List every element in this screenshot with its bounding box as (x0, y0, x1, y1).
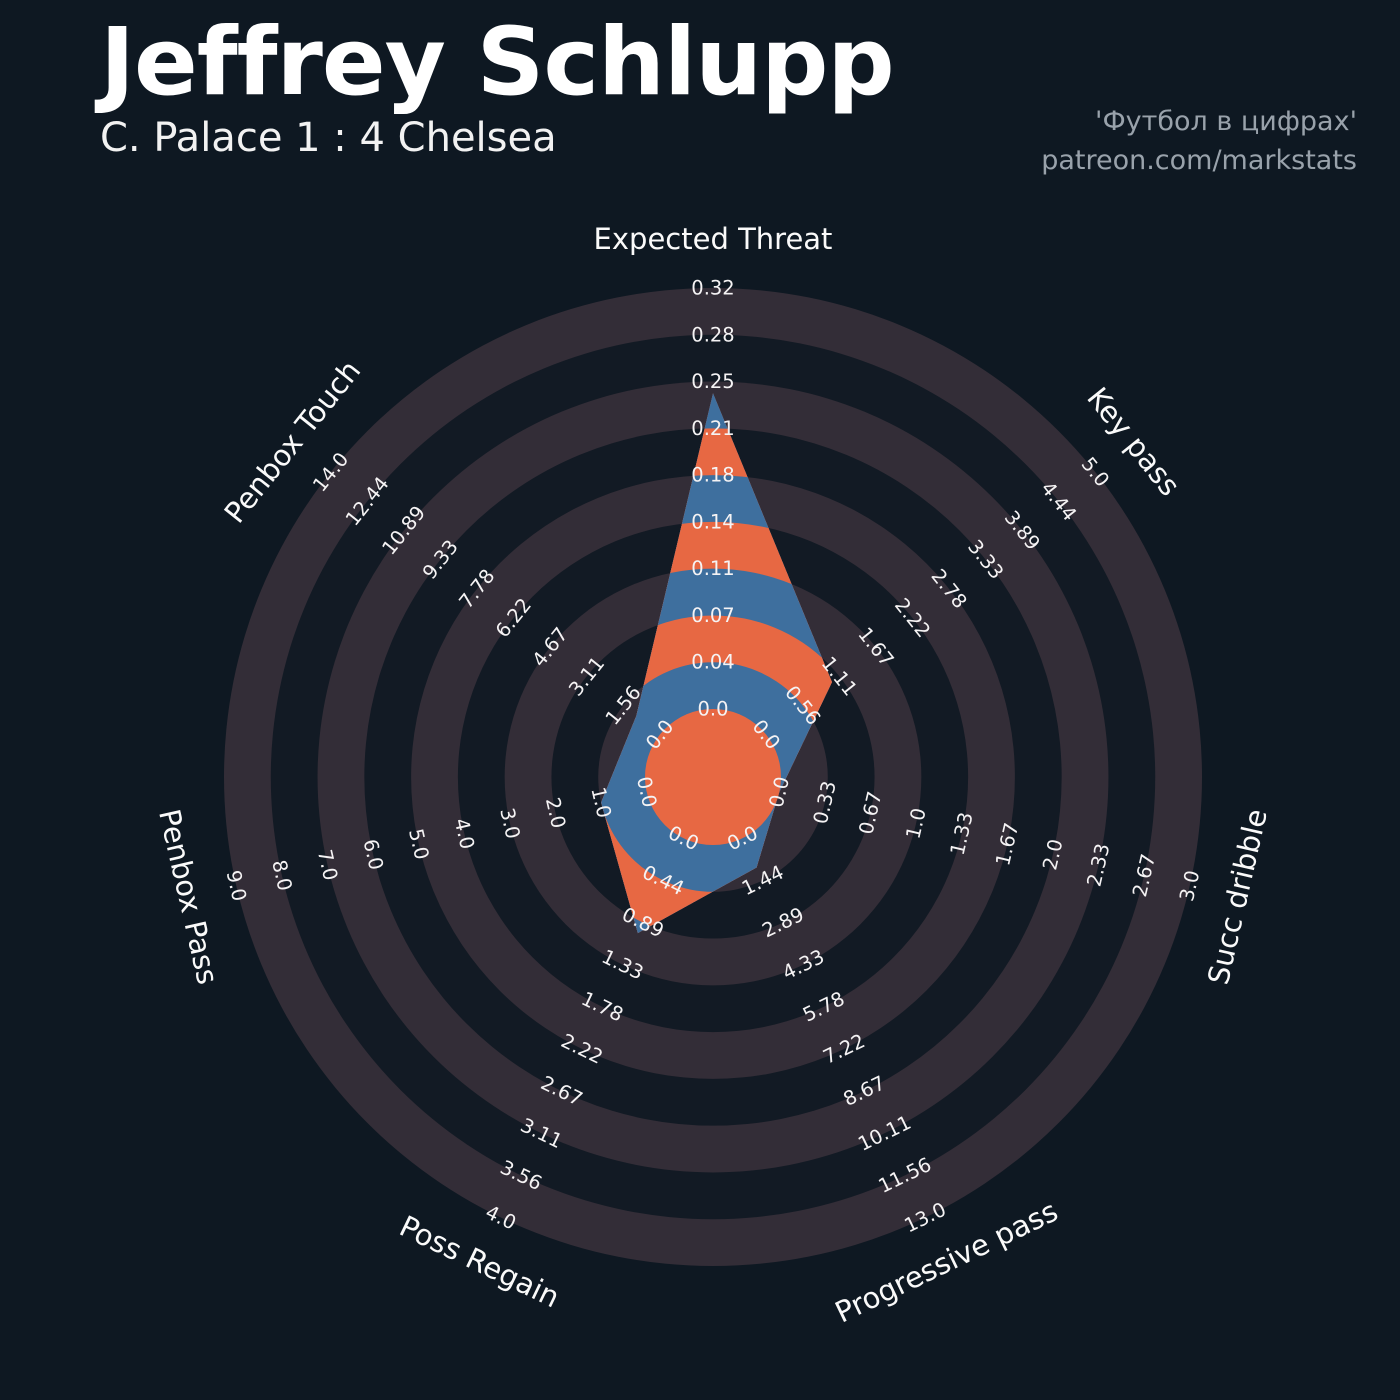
tick-label-0-1: 0.04 (691, 651, 734, 674)
tick-label-0-9: 0.32 (691, 277, 734, 300)
center-disk (645, 709, 781, 845)
tick-label-0-8: 0.28 (691, 323, 734, 346)
credit-patreon-link: patreon.com/markstats (1041, 145, 1357, 177)
credit-block: 'Футбол в цифрах' patreon.com/markstats (1041, 102, 1357, 180)
axis-title-0: Expected Threat (594, 222, 833, 256)
header: Jeffrey Schlupp C. Palace 1 : 4 Chelsea (100, 8, 895, 161)
tick-label-0-3: 0.11 (691, 557, 734, 580)
credit-brand: 'Футбол в цифрах' (1095, 106, 1357, 137)
tick-label-0-2: 0.07 (691, 604, 734, 627)
tick-label-0-6: 0.21 (691, 417, 734, 440)
page-title: Jeffrey Schlupp (100, 8, 895, 117)
tick-label-0-5: 0.18 (691, 464, 734, 487)
match-subtitle: C. Palace 1 : 4 Chelsea (100, 114, 557, 161)
tick-label-0-4: 0.14 (691, 510, 734, 533)
tick-label-0-7: 0.25 (691, 370, 734, 393)
tick-label-0-0: 0.0 (697, 698, 728, 721)
axis-title-2: Succ dribble (1201, 806, 1274, 988)
axis-title-5: Penbox Pass (152, 806, 225, 988)
